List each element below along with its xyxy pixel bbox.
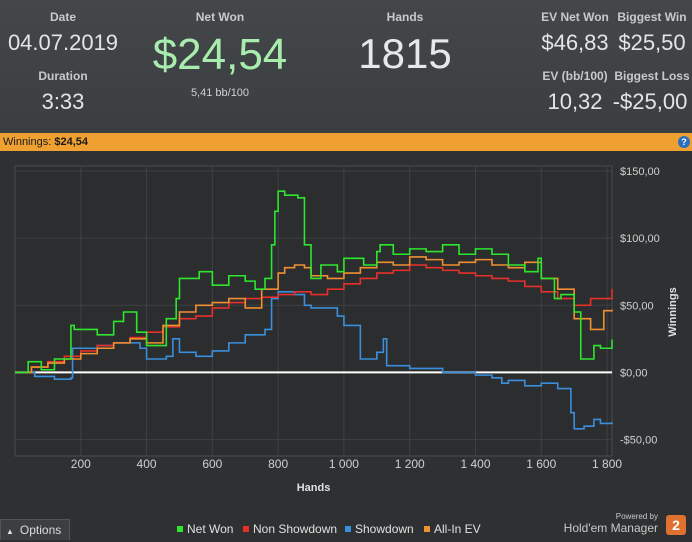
legend-non-showdown[interactable]: Non Showdown xyxy=(243,522,337,536)
winnings-bar: Winnings: $24,54 ? xyxy=(0,133,692,151)
brand: Powered by Hold'em Manager xyxy=(564,512,658,535)
all-in-ev-swatch xyxy=(424,526,430,532)
net-won-value: $24,54 xyxy=(152,30,288,79)
chart-area: $150,00 $100,00 $50,00 $0,00 -$50,00 200 400 60… xyxy=(0,151,692,516)
x-tick-label: 200 xyxy=(71,457,91,471)
legend-showdown-label: Showdown xyxy=(355,522,414,536)
bb-per-100: 5,41 bb/100 xyxy=(190,87,250,99)
x-tick-label: 1 000 xyxy=(329,457,359,471)
duration-label: Duration xyxy=(38,69,88,83)
biggest-loss-value: -$25,00 xyxy=(612,89,688,114)
chevron-up-icon: ▲ xyxy=(6,527,14,536)
date-value: 04.07.2019 xyxy=(7,30,119,55)
powered-by: Powered by xyxy=(615,512,658,521)
options-button[interactable]: ▲ Options xyxy=(0,519,70,540)
legend-showdown[interactable]: Showdown xyxy=(345,522,414,536)
biggest-loss-label: Biggest Loss xyxy=(614,69,690,83)
legend-non-showdown-label: Non Showdown xyxy=(253,522,338,536)
legend-net-won[interactable]: Net Won xyxy=(177,522,233,536)
options-label: Options xyxy=(19,523,62,537)
ev-net-won-value: $46,83 xyxy=(541,30,609,55)
hm2-logo: 2 xyxy=(666,515,686,535)
y-tick-label: $100,00 xyxy=(620,233,660,245)
stats-panel: Date 04.07.2019 Duration 3:33 Net Won $2… xyxy=(0,0,692,133)
y-tick-label: $50,00 xyxy=(620,300,654,312)
net-won-swatch xyxy=(177,526,183,532)
legend-net-won-label: Net Won xyxy=(187,522,234,536)
y-tick-label: $0,00 xyxy=(620,367,648,379)
help-icon[interactable]: ? xyxy=(678,136,690,148)
duration-value: 3:33 xyxy=(41,89,85,114)
non-showdown-swatch xyxy=(243,526,249,532)
y-tick-label: -$50,00 xyxy=(620,435,657,447)
plot-background xyxy=(14,165,613,457)
y-tick-label: $150,00 xyxy=(620,166,660,178)
x-tick-label: 1 600 xyxy=(526,457,556,471)
ev-bb100-value: 10,32 xyxy=(547,89,603,114)
winnings-value: $24,54 xyxy=(54,136,89,148)
winnings-chart: $150,00 $100,00 $50,00 $0,00 -$50,00 200 400 60… xyxy=(14,165,679,494)
biggest-win-value: $25,50 xyxy=(618,30,686,55)
series-showdown xyxy=(15,291,613,430)
y-axis-label: Winnings xyxy=(667,287,679,336)
x-tick-label: 400 xyxy=(137,457,157,471)
x-tick-label: 600 xyxy=(202,457,222,471)
winnings-text: Winnings: $24,54 xyxy=(3,133,88,151)
net-won-label: Net Won xyxy=(195,10,245,24)
hands-label: Hands xyxy=(386,10,424,24)
x-tick-label: 1 200 xyxy=(395,457,425,471)
legend-all-in-ev-label: All-In EV xyxy=(434,522,481,536)
ev-net-won-label: EV Net Won xyxy=(541,10,609,24)
ev-bb100-label: EV (bb/100) xyxy=(542,69,608,83)
x-axis-label: Hands xyxy=(297,482,331,494)
brand-name: Hold'em Manager xyxy=(563,521,658,535)
date-label: Date xyxy=(49,10,76,24)
showdown-swatch xyxy=(345,526,351,532)
x-tick-label: 1 400 xyxy=(460,457,490,471)
series-net-won xyxy=(15,190,613,374)
winnings-label: Winnings: xyxy=(3,136,52,148)
x-tick-label: 800 xyxy=(268,457,288,471)
legend-all-in-ev[interactable]: All-In EV xyxy=(424,522,481,536)
x-tick-label: 1 800 xyxy=(592,457,622,471)
biggest-win-label: Biggest Win xyxy=(617,10,687,24)
hands-value: 1815 xyxy=(358,30,452,77)
